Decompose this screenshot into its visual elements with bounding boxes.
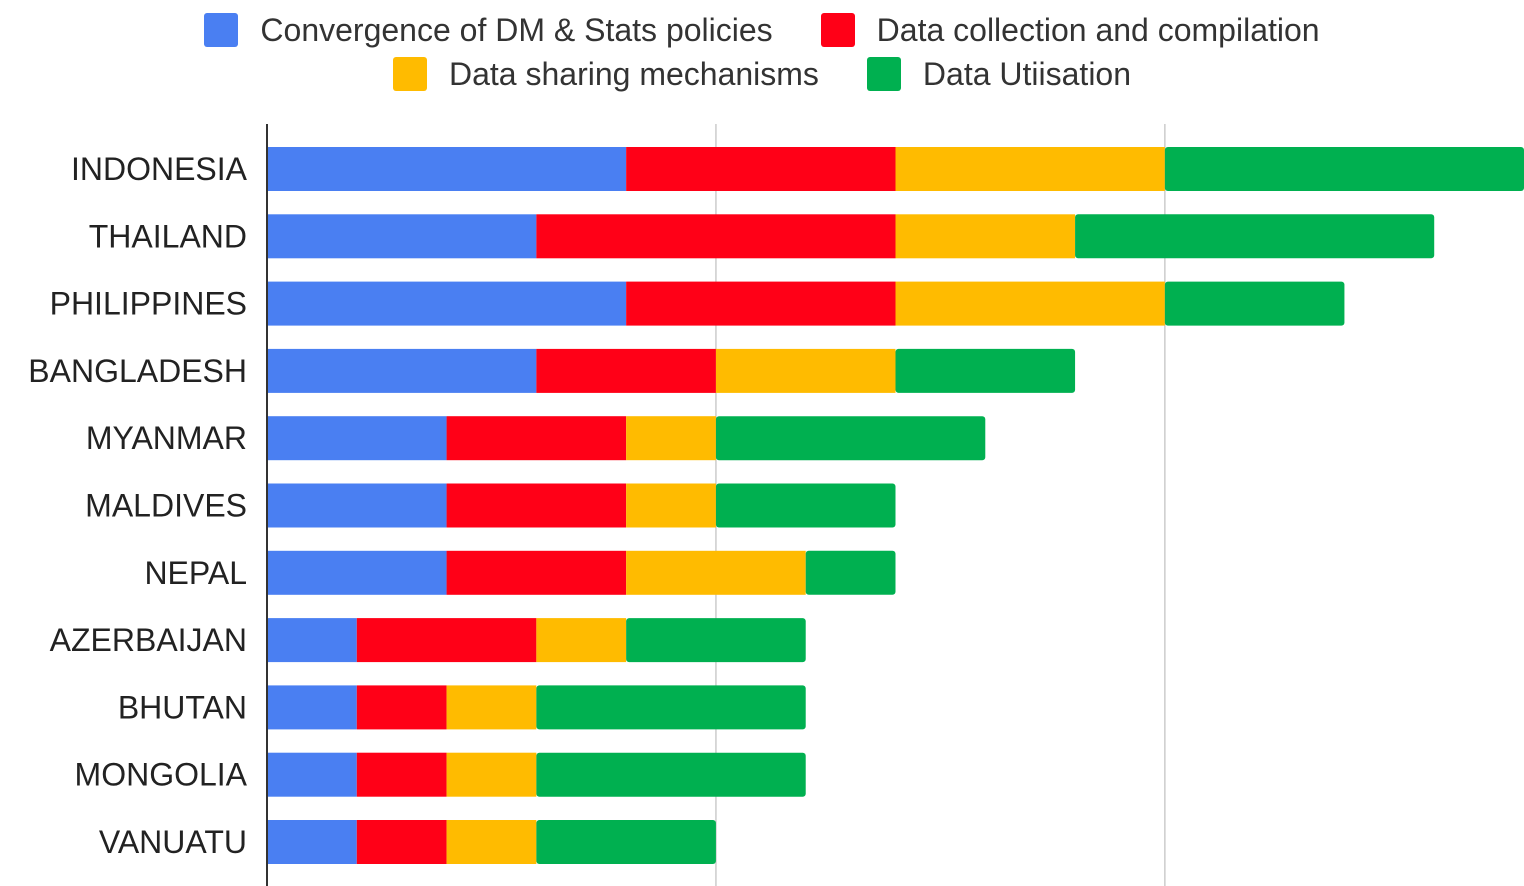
bar-maldives-data-collection-and-compilation [446, 483, 627, 528]
legend-label-convergence: Convergence of DM & Stats policies [260, 11, 773, 48]
bar-philippines-data-utiisation [1164, 281, 1345, 326]
bar-maldives-data-utiisation [715, 483, 896, 528]
bar-myanmar-convergence-of-dm-stats-policies [267, 416, 447, 461]
bar-bangladesh-data-utiisation [895, 348, 1076, 393]
bar-bhutan-data-utiisation [536, 685, 806, 730]
legend-row-1: Convergence of DM & Stats policies Data … [0, 8, 1524, 52]
legend-swatch-convergence [204, 13, 239, 47]
legend-row-2: Data sharing mechanisms Data Utiisation [0, 52, 1524, 96]
legend-swatch-data-collection [820, 13, 855, 47]
legend-item-data-sharing: Data sharing mechanisms [392, 55, 819, 93]
bar-azerbaijan-data-sharing-mechanisms [536, 618, 627, 663]
bar-nepal-data-collection-and-compilation [446, 550, 627, 595]
bar-myanmar-data-utiisation [715, 416, 986, 461]
legend-label-data-collection: Data collection and compilation [876, 11, 1320, 48]
category-label-thailand: THAILAND [89, 218, 247, 254]
bar-thailand-data-sharing-mechanisms [895, 214, 1076, 259]
category-label-bhutan: BHUTAN [118, 689, 247, 725]
bar-thailand-data-collection-and-compilation [536, 214, 896, 259]
bar-myanmar-data-collection-and-compilation [446, 416, 627, 461]
bar-maldives-convergence-of-dm-stats-policies [267, 483, 447, 528]
bar-nepal-data-sharing-mechanisms [626, 550, 806, 595]
bar-vanuatu-data-collection-and-compilation [356, 820, 447, 864]
bar-thailand-convergence-of-dm-stats-policies [267, 214, 537, 259]
category-label-myanmar: MYANMAR [86, 420, 247, 456]
legend-label-data-utilisation: Data Utiisation [922, 55, 1132, 92]
legend-item-data-collection: Data collection and compilation [820, 11, 1320, 49]
bar-philippines-data-sharing-mechanisms [895, 281, 1165, 326]
bar-bhutan-convergence-of-dm-stats-policies [267, 685, 357, 730]
bar-vanuatu-data-sharing-mechanisms [446, 820, 537, 864]
bar-azerbaijan-data-collection-and-compilation [356, 618, 537, 663]
bar-vanuatu-data-utiisation [536, 820, 716, 864]
bar-myanmar-data-sharing-mechanisms [626, 416, 716, 461]
category-label-nepal: NEPAL [144, 555, 247, 591]
bar-indonesia-data-utiisation [1164, 147, 1524, 191]
bar-bangladesh-convergence-of-dm-stats-policies [267, 348, 537, 393]
bar-philippines-convergence-of-dm-stats-policies [267, 281, 627, 326]
legend-item-convergence: Convergence of DM & Stats policies [204, 11, 773, 49]
bar-bhutan-data-sharing-mechanisms [446, 685, 537, 730]
bar-maldives-data-sharing-mechanisms [626, 483, 716, 528]
bar-philippines-data-collection-and-compilation [626, 281, 896, 326]
bar-mongolia-convergence-of-dm-stats-policies [267, 752, 357, 797]
bar-thailand-data-utiisation [1075, 214, 1435, 259]
bar-vanuatu-convergence-of-dm-stats-policies [267, 820, 357, 864]
bar-indonesia-data-collection-and-compilation [626, 147, 896, 191]
category-label-mongolia: MONGOLIA [75, 757, 248, 793]
bar-mongolia-data-utiisation [536, 752, 806, 797]
bar-bhutan-data-collection-and-compilation [356, 685, 447, 730]
bar-mongolia-data-collection-and-compilation [356, 752, 447, 797]
bar-bangladesh-data-collection-and-compilation [536, 348, 716, 393]
category-label-bangladesh: BANGLADESH [28, 353, 247, 389]
category-label-maldives: MALDIVES [85, 488, 247, 524]
bar-nepal-convergence-of-dm-stats-policies [267, 550, 447, 595]
category-label-philippines: PHILIPPINES [50, 286, 247, 322]
bar-nepal-data-utiisation [805, 550, 896, 595]
bar-indonesia-data-sharing-mechanisms [895, 147, 1165, 191]
legend-swatch-data-sharing [392, 57, 427, 91]
bar-azerbaijan-data-utiisation [626, 618, 806, 663]
category-label-vanuatu: VANUATU [99, 824, 247, 860]
bar-mongolia-data-sharing-mechanisms [446, 752, 537, 797]
bar-indonesia-convergence-of-dm-stats-policies [267, 147, 627, 191]
legend-swatch-data-utilisation [866, 57, 901, 91]
category-label-azerbaijan: AZERBAIJAN [50, 622, 247, 658]
legend-label-data-sharing: Data sharing mechanisms [448, 55, 819, 92]
legend: Convergence of DM & Stats policies Data … [0, 8, 1524, 96]
bar-bangladesh-data-sharing-mechanisms [715, 348, 896, 393]
category-label-indonesia: INDONESIA [71, 151, 248, 187]
bar-azerbaijan-convergence-of-dm-stats-policies [267, 618, 357, 663]
legend-item-data-utilisation: Data Utiisation [866, 55, 1132, 93]
